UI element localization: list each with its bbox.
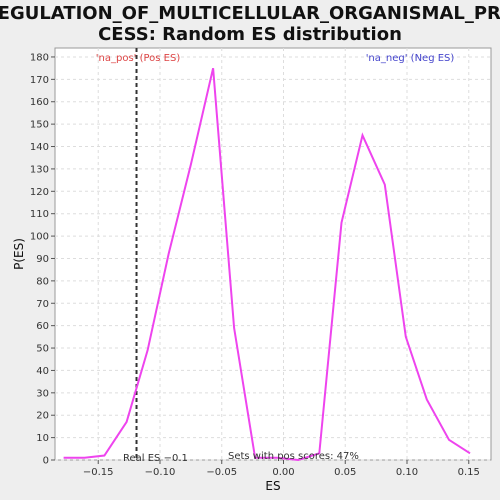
x-tick-label: −0.05 xyxy=(206,467,237,478)
grid xyxy=(55,48,491,461)
sets-with-pos-scores-label: Sets with pos scores: 47% xyxy=(228,451,359,462)
x-tick-label: −0.10 xyxy=(145,467,176,478)
x-axis: −0.15 −0.10 −0.05 0.00 0.05 0.10 0.15 xyxy=(83,460,480,478)
real-es-label: Real ES −0.1 xyxy=(123,453,188,464)
y-tick-label: 100 xyxy=(30,232,49,243)
plot-area xyxy=(54,47,492,461)
neg-es-label: 'na_neg' (Neg ES) xyxy=(366,53,455,64)
y-tick-label: 130 xyxy=(30,164,49,175)
y-tick-label: 0 xyxy=(43,456,49,467)
y-tick-label: 170 xyxy=(30,75,49,86)
pos-es-label: 'na_pos' (Pos ES) xyxy=(96,53,181,64)
y-tick-label: 50 xyxy=(36,344,49,355)
y-axis-label: P(ES) xyxy=(12,238,26,270)
x-tick-label: −0.15 xyxy=(83,467,114,478)
y-tick-label: 10 xyxy=(36,433,49,444)
y-tick-label: 70 xyxy=(36,299,49,310)
y-tick-label: 120 xyxy=(30,187,49,198)
y-tick-label: 60 xyxy=(36,321,49,332)
series-line xyxy=(63,67,471,462)
y-axis: 0 10 20 30 40 50 60 70 80 90 100 110 120 130 140 150 160… xyxy=(30,52,55,467)
y-tick-label: 30 xyxy=(36,388,49,399)
y-tick-label: 140 xyxy=(30,142,49,153)
y-tick-label: 110 xyxy=(30,209,49,220)
y-tick-label: 20 xyxy=(36,411,49,422)
chart-title-line-2: CESS: Random ES distribution xyxy=(98,24,402,45)
y-tick-label: 160 xyxy=(30,97,49,108)
x-tick-label: 0.10 xyxy=(396,467,418,478)
y-tick-label: 40 xyxy=(36,366,49,377)
y-tick-label: 90 xyxy=(36,254,49,265)
chart-title-line-1: REGULATION_OF_MULTICELLULAR_ORGANISMAL_P… xyxy=(0,3,500,24)
y-tick-label: 180 xyxy=(30,52,49,63)
x-tick-label: 0.05 xyxy=(334,467,356,478)
y-tick-label: 80 xyxy=(36,276,49,287)
y-tick-label: 150 xyxy=(30,120,49,131)
x-axis-label: ES xyxy=(265,479,280,493)
x-tick-label: 0.15 xyxy=(458,467,480,478)
x-tick-label: 0.00 xyxy=(272,467,294,478)
